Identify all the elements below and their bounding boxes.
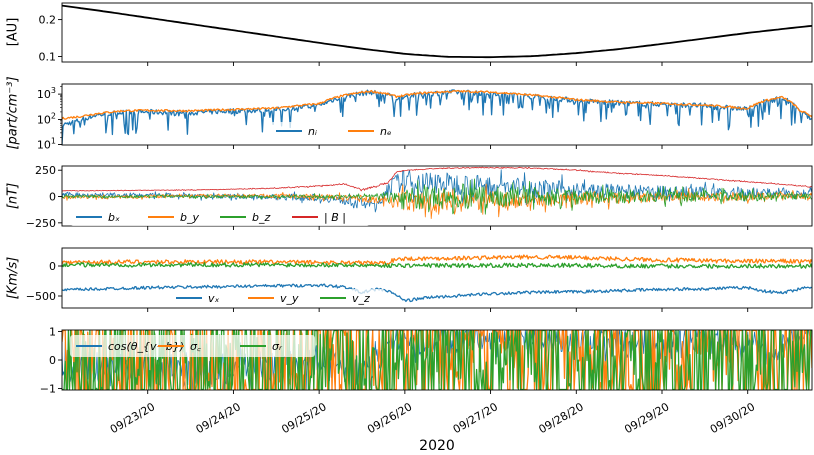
legend-label: | B | <box>324 211 346 224</box>
y-tick-label: 0 <box>49 260 56 273</box>
y-tick-label: −1 <box>40 383 56 396</box>
y-tick-label: −250 <box>26 217 56 230</box>
legend: bₓ b_y b_z | B | <box>70 208 370 226</box>
series-n-line <box>62 89 812 145</box>
y-tick-label: 0 <box>49 191 56 204</box>
series-n-line <box>62 89 812 120</box>
legend-label: v_y <box>280 292 299 305</box>
panel-1: 0.1 0.2 [AU] <box>6 2 813 66</box>
y-axis-label: [AU] <box>6 18 21 47</box>
legend-label: v_z <box>352 292 370 305</box>
legend: nᵢ nₑ <box>270 122 410 140</box>
y-tick-label: 1 <box>49 325 56 338</box>
legend-label: σ꜀ <box>190 340 201 353</box>
x-tick-label: 09/29/20 <box>622 400 671 436</box>
legend-label: vₓ <box>208 292 220 305</box>
x-tick-label: 09/30/20 <box>708 400 757 436</box>
series-s2-line <box>62 330 812 390</box>
panel-frame <box>61 247 813 309</box>
panel-frame <box>61 2 813 63</box>
x-tick-label: 09/26/20 <box>365 400 414 436</box>
plot-area <box>62 330 812 390</box>
panel-frame <box>61 165 813 227</box>
panel-4: −500 0 [Km/s] vₓ v_y v_z <box>6 247 813 312</box>
legend-box <box>70 335 315 357</box>
x-tick-label: 09/28/20 <box>536 400 585 436</box>
y-axis-label: [part/cm⁻³] <box>6 76 21 149</box>
series-line0-line <box>62 4 812 59</box>
x-tick-label: 09/24/20 <box>194 400 243 436</box>
series-vy-line <box>62 254 812 266</box>
series-B-line <box>62 166 812 192</box>
legend: vₓ v_y v_z <box>170 289 385 307</box>
legend-label: bₓ <box>108 211 120 224</box>
y-tick-label: 102 <box>37 112 56 127</box>
y-tick-label: 250 <box>35 164 56 177</box>
legend-box <box>270 122 410 140</box>
panel-5: −1 0 1 cos(θ_{v−b}) σ꜀ σᵣ <box>40 325 813 396</box>
plot-area <box>62 4 812 59</box>
legend-box <box>170 289 385 307</box>
legend-label: b_y <box>180 211 199 224</box>
y-tick-label: 0.2 <box>39 14 57 27</box>
legend-label: nₑ <box>380 125 392 138</box>
y-axis-label: [nT] <box>6 183 21 209</box>
legend-label: nᵢ <box>308 125 317 138</box>
legend-label: b_z <box>252 211 270 224</box>
legend-label: σᵣ <box>272 340 283 353</box>
series-vz-line <box>62 262 812 269</box>
legend-label: cos(θ_{v−b}) <box>108 340 184 353</box>
legend: cos(θ_{v−b}) σ꜀ σᵣ <box>70 335 315 357</box>
panel-frame <box>61 83 813 146</box>
x-tick-label: 09/23/20 <box>108 400 157 436</box>
y-axis-label: [Km/s] <box>6 257 21 300</box>
y-tick-label: 0.1 <box>39 50 57 63</box>
y-tick-label: −500 <box>26 290 56 303</box>
series-v-line <box>62 283 812 303</box>
x-axis-label: 2020 <box>419 438 455 454</box>
x-tick-label: 09/25/20 <box>279 400 328 436</box>
plot-area <box>62 89 812 145</box>
y-tick-label: 0 <box>49 354 56 367</box>
plot-area <box>62 254 812 303</box>
series-bz-line <box>62 178 812 215</box>
y-tick-label: 101 <box>37 137 56 152</box>
plot-area <box>62 166 812 219</box>
x-tick-label: 09/27/20 <box>451 400 500 436</box>
panel-2: 101 102 103 [part/cm⁻³] nᵢ nₑ <box>6 76 813 152</box>
panel-3: −250 0 250 [nT] bₓ b_y b_z | B | <box>6 164 813 230</box>
y-tick-label: 103 <box>37 86 56 101</box>
